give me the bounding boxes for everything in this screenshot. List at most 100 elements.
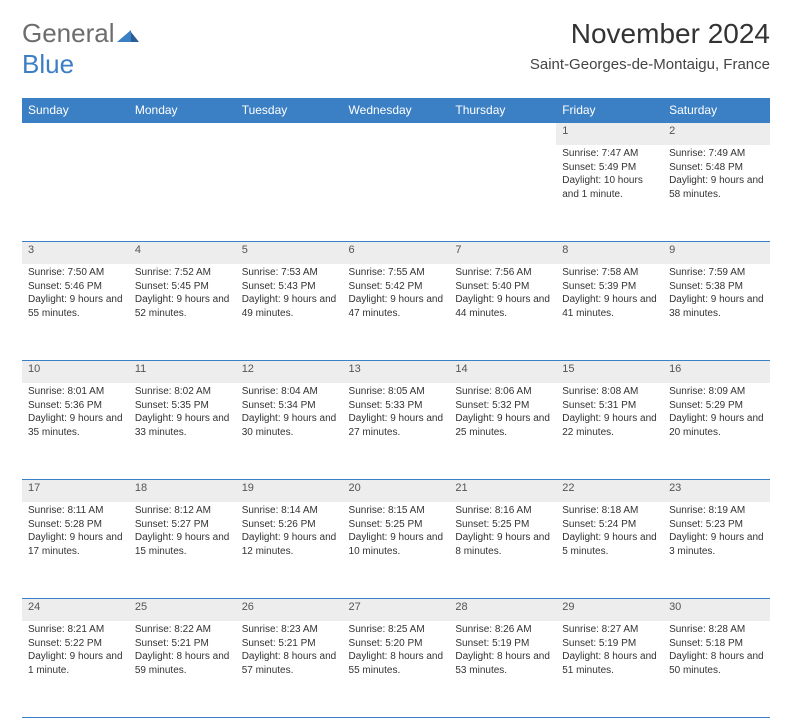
- logo-mark-icon: [117, 18, 139, 48]
- daylight: Daylight: 9 hours and 49 minutes.: [242, 293, 337, 320]
- empty-cell: [343, 145, 450, 242]
- day-content: Sunrise: 8:25 AMSunset: 5:20 PMDaylight:…: [343, 621, 450, 718]
- sunrise: Sunrise: 7:49 AM: [669, 147, 764, 161]
- day-number: 18: [129, 480, 236, 503]
- daylight: Daylight: 9 hours and 58 minutes.: [669, 174, 764, 201]
- day-header: Tuesday: [236, 98, 343, 123]
- daylight: Daylight: 9 hours and 27 minutes.: [349, 412, 444, 439]
- day-content: Sunrise: 8:23 AMSunset: 5:21 PMDaylight:…: [236, 621, 343, 718]
- daylight: Daylight: 9 hours and 8 minutes.: [455, 531, 550, 558]
- day-header: Monday: [129, 98, 236, 123]
- day-content: Sunrise: 7:58 AMSunset: 5:39 PMDaylight:…: [556, 264, 663, 361]
- daylight: Daylight: 9 hours and 41 minutes.: [562, 293, 657, 320]
- daylight: Daylight: 10 hours and 1 minute.: [562, 174, 657, 201]
- day-number: 17: [22, 480, 129, 503]
- daylight: Daylight: 9 hours and 33 minutes.: [135, 412, 230, 439]
- day-header: Wednesday: [343, 98, 450, 123]
- sunset: Sunset: 5:36 PM: [28, 399, 123, 413]
- day-number: 13: [343, 361, 450, 384]
- sunrise: Sunrise: 8:27 AM: [562, 623, 657, 637]
- sunrise: Sunrise: 8:18 AM: [562, 504, 657, 518]
- day-number: 26: [236, 599, 343, 622]
- sunrise: Sunrise: 7:58 AM: [562, 266, 657, 280]
- day-content: Sunrise: 8:21 AMSunset: 5:22 PMDaylight:…: [22, 621, 129, 718]
- day-number: 15: [556, 361, 663, 384]
- day-content: Sunrise: 7:55 AMSunset: 5:42 PMDaylight:…: [343, 264, 450, 361]
- day-number: 3: [22, 242, 129, 265]
- empty-cell: [236, 123, 343, 146]
- day-content: Sunrise: 8:12 AMSunset: 5:27 PMDaylight:…: [129, 502, 236, 599]
- location: Saint-Georges-de-Montaigu, France: [530, 56, 770, 73]
- sunrise: Sunrise: 8:22 AM: [135, 623, 230, 637]
- sunrise: Sunrise: 8:01 AM: [28, 385, 123, 399]
- day-number: 6: [343, 242, 450, 265]
- sunset: Sunset: 5:39 PM: [562, 280, 657, 294]
- sunrise: Sunrise: 8:02 AM: [135, 385, 230, 399]
- daylight: Daylight: 9 hours and 10 minutes.: [349, 531, 444, 558]
- sunset: Sunset: 5:38 PM: [669, 280, 764, 294]
- sunrise: Sunrise: 7:59 AM: [669, 266, 764, 280]
- day-number: 9: [663, 242, 770, 265]
- month-title: November 2024: [530, 18, 770, 50]
- daylight: Daylight: 8 hours and 59 minutes.: [135, 650, 230, 677]
- sunset: Sunset: 5:19 PM: [455, 637, 550, 651]
- day-number: 22: [556, 480, 663, 503]
- daylight: Daylight: 9 hours and 1 minute.: [28, 650, 123, 677]
- sunrise: Sunrise: 8:05 AM: [349, 385, 444, 399]
- sunrise: Sunrise: 8:09 AM: [669, 385, 764, 399]
- day-number: 8: [556, 242, 663, 265]
- logo: General Blue: [22, 18, 139, 80]
- day-number: 29: [556, 599, 663, 622]
- sunset: Sunset: 5:25 PM: [349, 518, 444, 532]
- day-number: 16: [663, 361, 770, 384]
- day-content: Sunrise: 8:19 AMSunset: 5:23 PMDaylight:…: [663, 502, 770, 599]
- daylight: Daylight: 9 hours and 22 minutes.: [562, 412, 657, 439]
- daylight: Daylight: 9 hours and 17 minutes.: [28, 531, 123, 558]
- sunset: Sunset: 5:25 PM: [455, 518, 550, 532]
- day-number: 5: [236, 242, 343, 265]
- daylight: Daylight: 8 hours and 50 minutes.: [669, 650, 764, 677]
- empty-cell: [343, 123, 450, 146]
- day-content: Sunrise: 7:50 AMSunset: 5:46 PMDaylight:…: [22, 264, 129, 361]
- day-content: Sunrise: 7:49 AMSunset: 5:48 PMDaylight:…: [663, 145, 770, 242]
- day-number: 25: [129, 599, 236, 622]
- day-content: Sunrise: 7:56 AMSunset: 5:40 PMDaylight:…: [449, 264, 556, 361]
- sunset: Sunset: 5:35 PM: [135, 399, 230, 413]
- daylight: Daylight: 9 hours and 12 minutes.: [242, 531, 337, 558]
- day-number: 28: [449, 599, 556, 622]
- day-number: 2: [663, 123, 770, 146]
- empty-cell: [449, 123, 556, 146]
- day-content: Sunrise: 8:04 AMSunset: 5:34 PMDaylight:…: [236, 383, 343, 480]
- day-number: 30: [663, 599, 770, 622]
- empty-cell: [22, 123, 129, 146]
- empty-cell: [22, 145, 129, 242]
- sunset: Sunset: 5:19 PM: [562, 637, 657, 651]
- day-header: Friday: [556, 98, 663, 123]
- sunset: Sunset: 5:21 PM: [135, 637, 230, 651]
- sunset: Sunset: 5:34 PM: [242, 399, 337, 413]
- sunset: Sunset: 5:32 PM: [455, 399, 550, 413]
- sunrise: Sunrise: 8:08 AM: [562, 385, 657, 399]
- calendar-header-row: SundayMondayTuesdayWednesdayThursdayFrid…: [22, 98, 770, 123]
- sunrise: Sunrise: 8:11 AM: [28, 504, 123, 518]
- day-content: Sunrise: 8:09 AMSunset: 5:29 PMDaylight:…: [663, 383, 770, 480]
- sunset: Sunset: 5:33 PM: [349, 399, 444, 413]
- daylight: Daylight: 9 hours and 20 minutes.: [669, 412, 764, 439]
- sunset: Sunset: 5:45 PM: [135, 280, 230, 294]
- day-content: Sunrise: 8:05 AMSunset: 5:33 PMDaylight:…: [343, 383, 450, 480]
- day-number: 19: [236, 480, 343, 503]
- sunset: Sunset: 5:18 PM: [669, 637, 764, 651]
- daylight: Daylight: 8 hours and 57 minutes.: [242, 650, 337, 677]
- daylight: Daylight: 9 hours and 55 minutes.: [28, 293, 123, 320]
- sunrise: Sunrise: 7:56 AM: [455, 266, 550, 280]
- day-number: 27: [343, 599, 450, 622]
- day-content: Sunrise: 8:06 AMSunset: 5:32 PMDaylight:…: [449, 383, 556, 480]
- sunrise: Sunrise: 8:04 AM: [242, 385, 337, 399]
- daylight: Daylight: 9 hours and 44 minutes.: [455, 293, 550, 320]
- sunset: Sunset: 5:28 PM: [28, 518, 123, 532]
- title-block: November 2024 Saint-Georges-de-Montaigu,…: [530, 18, 770, 73]
- sunrise: Sunrise: 8:16 AM: [455, 504, 550, 518]
- daylight: Daylight: 8 hours and 53 minutes.: [455, 650, 550, 677]
- daylight: Daylight: 9 hours and 3 minutes.: [669, 531, 764, 558]
- sunset: Sunset: 5:27 PM: [135, 518, 230, 532]
